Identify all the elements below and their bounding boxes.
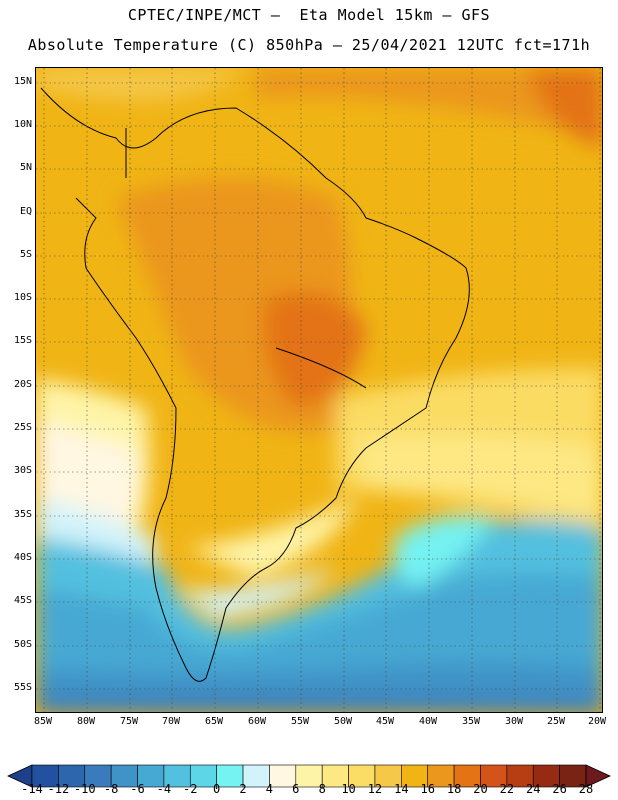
colorbar-label: 24 <box>526 782 541 796</box>
map-title: CPTEC/INPE/MCT – Eta Model 15km – GFS <box>127 6 491 24</box>
colorbar-label: 8 <box>318 782 326 796</box>
lon-label-30w: 30W <box>504 716 524 727</box>
lon-label-85w: 85W <box>33 716 53 727</box>
colorbar-label: 2 <box>239 782 247 796</box>
lon-label-75w: 75W <box>119 716 139 727</box>
colorbar-label: 4 <box>265 782 274 796</box>
colorbar-label: 10 <box>341 782 356 796</box>
lon-label-55w: 55W <box>290 716 310 727</box>
lon-label-35w: 35W <box>461 716 481 727</box>
lat-label-10s: 10S <box>13 292 32 303</box>
lat-label-10n: 10N <box>13 119 32 130</box>
lat-label-5s: 5S <box>19 249 32 260</box>
colorbar-label: -14 <box>21 782 43 796</box>
colorbar-label: 6 <box>292 782 300 796</box>
temperature-map <box>35 67 603 713</box>
lon-label-20w: 20W <box>587 716 607 727</box>
lon-label-50w: 50W <box>333 716 353 727</box>
colorbar-label: 22 <box>499 782 515 796</box>
lat-label-50s: 50S <box>13 639 32 650</box>
colorbar-label: -8 <box>103 782 119 796</box>
color-scale-bar <box>7 764 611 788</box>
lat-label-eq: EQ <box>19 206 32 217</box>
colorbar-label: 26 <box>552 782 567 796</box>
colorbar-max-arrow <box>585 764 611 788</box>
coastlines <box>40 87 470 682</box>
lon-label-25w: 25W <box>546 716 566 727</box>
lon-label-65w: 65W <box>204 716 224 727</box>
colorbar-label: 0 <box>213 782 221 796</box>
lon-label-80w: 80W <box>76 716 96 727</box>
lat-label-30s: 30S <box>13 465 32 476</box>
lat-label-45s: 45S <box>13 595 32 606</box>
colorbar-label: 20 <box>473 782 488 796</box>
colorbar-label: -10 <box>73 782 96 796</box>
lat-label-25s: 25S <box>13 422 32 433</box>
lon-label-70w: 70W <box>161 716 181 727</box>
lon-label-45w: 45W <box>375 716 395 727</box>
lat-label-40s: 40S <box>13 552 32 563</box>
lat-label-20s: 20S <box>13 379 32 390</box>
map-canvas <box>36 68 602 712</box>
colorbar-label: -6 <box>130 782 145 796</box>
colorbar-label: -4 <box>156 782 172 796</box>
colorbar-label: 16 <box>420 782 435 796</box>
colorbar-label: 18 <box>446 782 462 796</box>
colorbar-label: -12 <box>47 782 70 796</box>
lon-label-40w: 40W <box>418 716 438 727</box>
lat-label-15n: 15N <box>13 76 32 87</box>
temperature-field <box>36 68 602 712</box>
lat-label-15s: 15S <box>13 335 32 346</box>
colorbar-label: 14 <box>394 782 409 796</box>
lat-label-35s: 35S <box>13 509 32 520</box>
colorbar-label: 12 <box>367 782 383 796</box>
lat-label-55s: 55S <box>13 682 32 693</box>
map-subtitle: Absolute Temperature (C) 850hPa – 25/04/… <box>27 36 591 54</box>
graticule <box>36 68 602 712</box>
lon-label-60w: 60W <box>247 716 267 727</box>
colorbar-label: -2 <box>183 782 198 796</box>
colorbar-label: 28 <box>578 782 594 796</box>
lat-label-5n: 5N <box>19 162 32 173</box>
